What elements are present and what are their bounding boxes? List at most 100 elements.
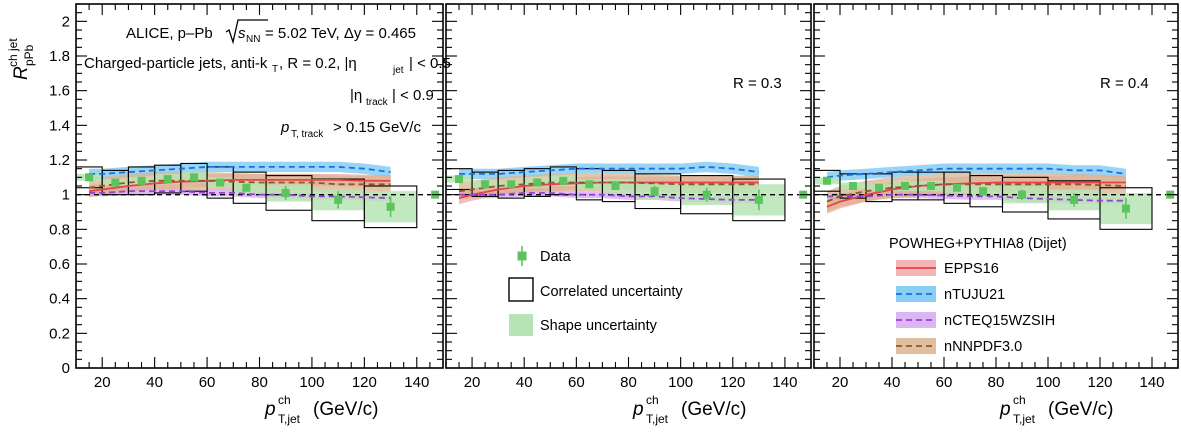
annot-jets-sub: T <box>272 64 278 75</box>
data-point-p2 <box>585 180 594 189</box>
x-title-main: p <box>632 399 644 420</box>
ytick-label: 0.8 <box>49 221 70 238</box>
xtick-label-p1: 40 <box>146 374 163 391</box>
xtick-label-p1: 20 <box>94 374 111 391</box>
data-point-p1 <box>85 173 94 182</box>
data-point-p3 <box>1122 204 1130 213</box>
line-ncteq15wzsih-p1 <box>89 190 391 199</box>
data-point-p1 <box>216 178 225 187</box>
annot-collab: ALICE, p–Pb <box>126 25 213 42</box>
legend-data-marker <box>517 251 527 261</box>
data-point-p3 <box>901 182 909 190</box>
y-title-sub: pPb <box>22 44 36 66</box>
xtick-label-p2: 60 <box>568 374 585 391</box>
legend-shape-label: Shape uncertainty <box>540 318 658 334</box>
xtick-label-p1: 140 <box>404 374 429 391</box>
line-nnnpdf3.0-p2 <box>458 181 759 193</box>
data-point-p2 <box>533 178 542 187</box>
panel-3-label: R = 0.4 <box>1100 75 1149 92</box>
data-point-p2 <box>455 175 464 184</box>
line-ntuju21-p2 <box>459 165 760 175</box>
x-axis-title-p3: p ch T,jet (GeV/c) <box>999 393 1113 426</box>
legend-correlated-box <box>508 277 534 302</box>
ytick-label: 0.4 <box>49 291 70 308</box>
xtick-label-p3: 40 <box>884 374 901 391</box>
ytick-label: 0.2 <box>49 325 70 342</box>
legend-ncteq15wzsih-label: nCTEQ15WZSIH <box>944 313 1055 329</box>
data-point-p2 <box>702 190 711 199</box>
xtick-label-p3: 80 <box>988 374 1005 391</box>
data-point-p3 <box>979 187 987 196</box>
data-point-p1 <box>111 178 120 187</box>
xtick-label-p3: 120 <box>1087 374 1112 391</box>
annot-pt-track: p <box>280 119 289 136</box>
x-title-sub: T,jet <box>1013 412 1036 426</box>
ytick-label: 1 <box>62 187 70 204</box>
line-ncteq15wzsih-p3 <box>827 193 1126 202</box>
annot-eta-track-sub: track <box>366 97 389 108</box>
data-point-p2 <box>611 182 620 190</box>
data-point-p3 <box>823 176 831 185</box>
x-title-sup: ch <box>278 393 291 407</box>
y-title-sup: ch jet <box>6 38 20 67</box>
xtick-label-p3: 20 <box>832 374 849 391</box>
xtick-label-p1: 120 <box>352 374 377 391</box>
legend-correlated-label: Correlated uncertainty <box>540 284 683 300</box>
data-point-p1 <box>386 202 395 211</box>
data-point-p2 <box>507 180 516 189</box>
data-legend: Data Correlated uncertainty Shape uncert… <box>508 246 683 336</box>
annot-energy: = 5.02 TeV, Δy = 0.465 <box>265 25 416 42</box>
x-title-unit: (GeV/c) <box>681 399 746 420</box>
model-legend: POWHEG+PYTHIA8 (Dijet) EPPS16 nTUJU21 nCTE… <box>889 236 1067 355</box>
legend-epps16-label: EPPS16 <box>944 261 999 277</box>
data-point-p3 <box>953 183 961 192</box>
line-ntuju21-p1 <box>89 166 391 175</box>
data-point-p3 <box>1018 190 1026 199</box>
x-title-main: p <box>999 399 1011 420</box>
xtick-label-p2: 140 <box>772 374 797 391</box>
line-ntuju21-p3 <box>826 167 1127 179</box>
data-point-p3 <box>875 183 883 192</box>
ytick-label: 1.8 <box>49 48 70 65</box>
annot-jets-r: , R = 0.2, |η <box>279 55 357 72</box>
x-title-unit: (GeV/c) <box>313 399 378 420</box>
xtick-label-p1: 60 <box>199 374 216 391</box>
line-epps16-p1 <box>88 179 391 193</box>
data-point-p2 <box>650 187 659 196</box>
xtick-label-p2: 120 <box>720 374 745 391</box>
data-point-p3 <box>927 182 935 190</box>
xtick-label-p3: 60 <box>936 374 953 391</box>
data-point-p1 <box>137 176 146 185</box>
x-title-sup: ch <box>1013 393 1026 407</box>
ytick-label: 1.6 <box>49 83 70 100</box>
line-nnnpdf3.0-p1 <box>88 179 391 189</box>
x-title-main: p <box>264 399 276 420</box>
annot-eta-track-cut: | < 0.9 <box>392 87 434 104</box>
data-point-p2 <box>481 180 490 189</box>
ytick-label: 1.4 <box>49 117 70 134</box>
corr-box-p3 <box>1099 187 1153 230</box>
x-title-sub: T,jet <box>278 412 301 426</box>
line-nnnpdf3.0-p3 <box>826 183 1127 203</box>
annot-jets-eta-cut: | < 0.5 <box>409 55 451 72</box>
annot-pt-track-sub: T, track <box>291 129 324 140</box>
data-point-p3 <box>1070 195 1078 204</box>
data-point-p1 <box>189 173 198 182</box>
data-point-p1 <box>242 183 251 192</box>
y-title-main: R <box>11 66 32 80</box>
legend-ntuju21-label: nTUJU21 <box>944 287 1005 303</box>
xtick-label-p1: 100 <box>299 374 324 391</box>
xtick-label-p2: 40 <box>516 374 533 391</box>
ytick-label: 0 <box>62 360 70 377</box>
annotations: ALICE, p–Pb s NN = 5.02 TeV, Δy = 0.465 … <box>84 19 451 140</box>
annot-eta-track: |η <box>350 87 362 104</box>
data-point-p2 <box>754 195 763 204</box>
annot-jets-eta-sub: jet <box>392 65 404 76</box>
y-axis-title: R pPb ch jet <box>6 38 36 80</box>
xtick-label-p3: 140 <box>1139 374 1164 391</box>
x-axis-title-p2: p ch T,jet (GeV/c) <box>632 393 746 426</box>
xtick-label-p2: 20 <box>464 374 481 391</box>
ytick-label: 1.2 <box>49 152 70 169</box>
